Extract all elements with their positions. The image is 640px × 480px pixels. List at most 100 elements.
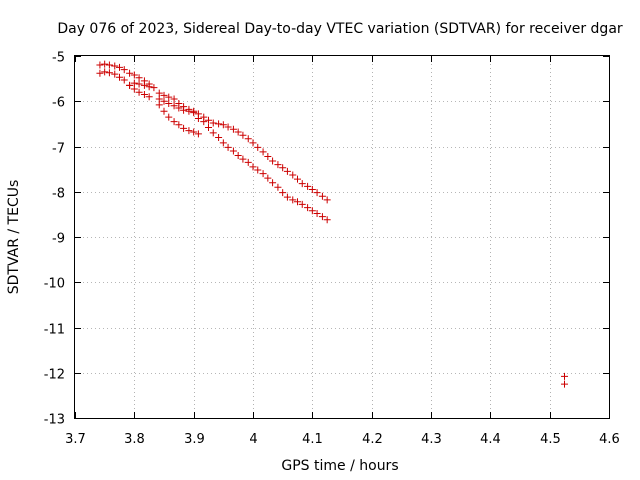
data-point: [135, 80, 143, 88]
data-point: [145, 93, 153, 101]
data-point: [105, 69, 113, 77]
data-points: [96, 60, 568, 388]
data-point: [215, 120, 223, 128]
data-point: [170, 118, 178, 126]
data-point: [318, 192, 326, 200]
y-axis-label: SDTVAR / TECUs: [6, 180, 22, 295]
data-point: [101, 60, 109, 68]
data-point: [259, 170, 267, 178]
data-point: [279, 164, 287, 172]
x-tick-label: 4.2: [362, 432, 383, 447]
data-point: [289, 196, 297, 204]
x-axis-label: GPS time / hours: [281, 458, 398, 474]
x-tick-labels: 3.7 3.8 3.9 4 4.1 4.2 4.3 4.4 4.5 4.6: [65, 432, 620, 447]
data-point: [190, 128, 198, 136]
data-point: [130, 71, 138, 79]
y-tick-label: -13: [44, 413, 65, 428]
data-point: [190, 109, 198, 117]
data-point: [175, 121, 183, 129]
data-point: [135, 88, 143, 96]
data-point: [205, 123, 212, 131]
data-point: [165, 113, 173, 121]
data-point: [215, 133, 223, 141]
satellite-track-f: [155, 101, 202, 138]
y-tick-label: -8: [52, 187, 65, 202]
data-point: [165, 100, 173, 108]
data-point: [304, 204, 312, 212]
data-point: [249, 163, 257, 171]
data-point: [185, 127, 193, 135]
data-point: [323, 196, 331, 204]
data-point: [298, 200, 306, 208]
plot-frame: [74, 55, 610, 419]
data-point: [126, 81, 134, 89]
x-tick-label: 4.4: [480, 432, 501, 447]
data-point: [180, 124, 188, 132]
y-tick-label: -5: [52, 51, 65, 66]
data-point: [219, 139, 227, 147]
data-point: [155, 101, 163, 109]
data-point: [239, 155, 247, 163]
data-point: [274, 183, 282, 191]
x-tick-label: 4.6: [599, 432, 620, 447]
data-point: [150, 84, 158, 92]
satellite-track-e: [155, 95, 331, 224]
data-point: [194, 130, 202, 138]
axis-ticks: [75, 56, 610, 419]
data-point: [294, 198, 301, 206]
satellite-track-a: [96, 60, 158, 92]
y-tick-label: -10: [44, 277, 65, 292]
data-point: [175, 104, 183, 112]
data-point: [120, 76, 128, 84]
x-tick-label: 3.9: [184, 432, 205, 447]
data-point: [239, 131, 247, 139]
data-point: [294, 175, 301, 183]
data-point: [180, 106, 188, 114]
y-tick-label: -6: [52, 96, 65, 111]
data-point: [200, 118, 208, 126]
data-point: [116, 73, 123, 81]
data-point: [170, 95, 178, 103]
data-point: [264, 152, 272, 160]
data-point: [224, 143, 232, 151]
data-point: [274, 161, 282, 169]
y-tick-label: -11: [44, 323, 65, 338]
data-point: [308, 185, 316, 193]
x-tick-label: 3.7: [65, 432, 86, 447]
data-point: [126, 69, 134, 77]
data-point: [229, 125, 237, 133]
data-point: [254, 166, 262, 174]
data-point: [264, 174, 272, 182]
data-point: [111, 70, 119, 78]
data-point: [269, 179, 277, 187]
data-point: [289, 171, 297, 179]
data-point: [298, 180, 306, 188]
data-point: [254, 143, 262, 151]
data-point: [205, 116, 212, 124]
data-point: [229, 147, 237, 155]
data-point: [96, 61, 104, 69]
data-point: [209, 119, 217, 127]
data-point: [561, 380, 568, 388]
data-point: [160, 97, 168, 105]
data-point: [130, 79, 138, 87]
satellite-track-g: [561, 372, 568, 388]
data-point: [323, 216, 331, 224]
x-tick-label: 4: [249, 432, 257, 447]
data-point: [111, 62, 119, 70]
grid-lines: [75, 56, 609, 418]
data-point: [313, 189, 321, 197]
data-point: [140, 90, 148, 98]
data-point: [120, 66, 128, 74]
data-point: [279, 189, 287, 197]
data-point: [318, 213, 326, 221]
data-point: [283, 167, 291, 175]
data-point: [155, 89, 163, 97]
data-point: [219, 121, 227, 129]
x-tick-label: 3.8: [124, 432, 145, 447]
data-point: [304, 182, 312, 190]
data-point: [160, 107, 168, 115]
data-point: [308, 207, 316, 215]
data-point: [283, 193, 291, 201]
